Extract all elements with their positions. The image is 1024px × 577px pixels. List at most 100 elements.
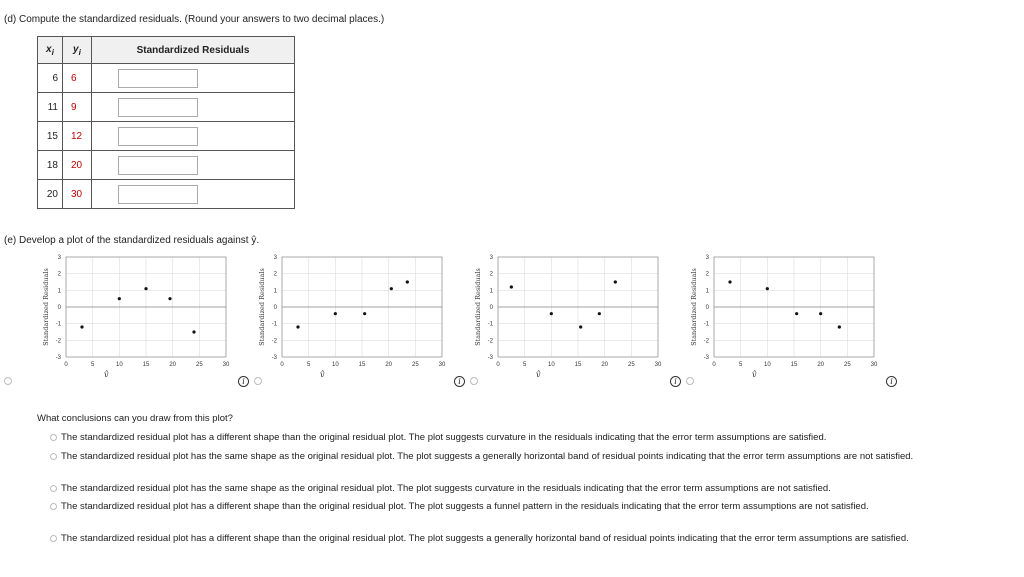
residual-plot-2: 0 5 10 15 20 25 30 -3 -2 -1 0 1 2 3 ŷ Standardized Resi… [258,255,446,377]
residual-input[interactable] [118,155,198,175]
option-radio[interactable] [50,434,57,441]
data-point [837,325,841,329]
table-row: 18 20 [37,150,295,180]
x-tick-label: 5 [523,362,527,368]
x-tick-label: 30 [223,362,230,368]
data-point [597,312,601,316]
y-tick-label: -1 [272,322,278,328]
data-point [613,280,617,284]
option-radio[interactable] [50,453,57,460]
y-value: 30 [62,179,92,209]
y-tick-label: -2 [488,338,494,344]
x-axis-label: ŷ [535,370,541,377]
data-point [144,287,148,291]
x-value: 11 [37,92,63,122]
x-tick-label: 10 [764,362,771,368]
data-point [363,312,367,316]
x-tick-label: 0 [64,362,68,368]
y-tick-label: -3 [272,355,278,361]
residual-cell [91,150,295,180]
data-point [795,312,799,316]
y-value: 6 [62,63,92,93]
option-text: The standardized residual plot has a dif… [61,501,869,512]
x-tick-label: 30 [439,362,446,368]
info-icon[interactable]: i [670,376,681,387]
option-text: The standardized residual plot has the s… [61,483,831,494]
option-radio[interactable] [50,485,57,492]
info-icon[interactable]: i [886,376,897,387]
residual-plot-4: 0 5 10 15 20 25 30 -3 -2 -1 0 1 2 3 ŷ Standardized Resi… [690,255,878,377]
x-tick-label: 30 [655,362,662,368]
y-tick-label: 3 [490,255,494,261]
y-tick-label: -1 [704,322,710,328]
conclusion-option[interactable]: The standardized residual plot has a dif… [50,532,1012,545]
x-value: 20 [37,179,63,209]
data-point [389,287,393,291]
y-tick-label: 1 [706,288,710,294]
data-point [819,312,823,316]
y-tick-label: 0 [58,305,62,311]
info-icon[interactable]: i [238,376,249,387]
y-tick-label: -1 [488,322,494,328]
plot-choice-radio[interactable] [4,377,12,385]
plot-choice-radio[interactable] [254,377,262,385]
y-axis-label: Standardized Residuals [690,268,698,346]
option-radio[interactable] [50,503,57,510]
x-tick-label: 20 [385,362,392,368]
residual-plot-1: 0 5 10 15 20 25 30 -3 -2 -1 0 1 2 3 ŷ Standardized Resi… [42,255,230,377]
y-tick-label: 3 [274,255,278,261]
y-tick-label: 2 [706,272,710,278]
conclusion-option[interactable]: The standardized residual plot has a dif… [50,500,1012,513]
x-tick-label: 25 [196,362,203,368]
plot-choice-radio[interactable] [470,377,478,385]
y-tick-label: -3 [56,355,62,361]
data-point [296,325,300,329]
data-point [80,325,84,329]
residual-input[interactable] [118,184,198,204]
residual-input[interactable] [118,97,198,117]
y-tick-label: 3 [706,255,710,261]
y-header: yi [62,36,92,64]
x-tick-label: 5 [739,362,743,368]
y-tick-label: -1 [56,322,62,328]
x-axis-label: ŷ [103,370,109,377]
y-value: 9 [62,92,92,122]
plot-choice-radio[interactable] [686,377,694,385]
residual-cell [91,121,295,151]
residual-cell [91,92,295,122]
x-header: xi [37,36,63,64]
x-tick-label: 15 [359,362,366,368]
conclusion-option[interactable]: The standardized residual plot has the s… [50,482,1012,495]
y-tick-label: 0 [706,305,710,311]
x-tick-label: 30 [871,362,878,368]
x-tick-label: 15 [143,362,150,368]
part-e-prompt: (e) Develop a plot of the standardized r… [4,235,260,246]
y-tick-label: 2 [274,272,278,278]
data-point [579,325,583,329]
x-tick-label: 0 [496,362,500,368]
y-tick-label: 0 [490,305,494,311]
y-tick-label: -2 [704,338,710,344]
residual-input[interactable] [118,68,198,88]
x-tick-label: 20 [169,362,176,368]
x-tick-label: 25 [844,362,851,368]
conclusion-option[interactable]: The standardized residual plot has a dif… [50,431,1012,444]
x-tick-label: 20 [817,362,824,368]
option-radio[interactable] [50,535,57,542]
data-point [117,297,121,301]
conclusion-option[interactable]: The standardized residual plot has the s… [50,450,1012,463]
y-tick-label: 2 [58,272,62,278]
y-value: 20 [62,150,92,180]
part-d-prompt: (d) Compute the standardized residuals. … [4,14,385,25]
info-icon[interactable]: i [454,376,465,387]
y-axis-label: Standardized Residuals [258,268,266,346]
x-value: 18 [37,150,63,180]
data-point [509,285,513,289]
option-text: The standardized residual plot has a dif… [61,432,827,443]
y-tick-label: -2 [56,338,62,344]
x-axis-label: ŷ [319,370,325,377]
residual-input[interactable] [118,126,198,146]
residual-cell [91,179,295,209]
residual-plot-3: 0 5 10 15 20 25 30 -3 -2 -1 0 1 2 3 ŷ Standardized Resi… [474,255,662,377]
